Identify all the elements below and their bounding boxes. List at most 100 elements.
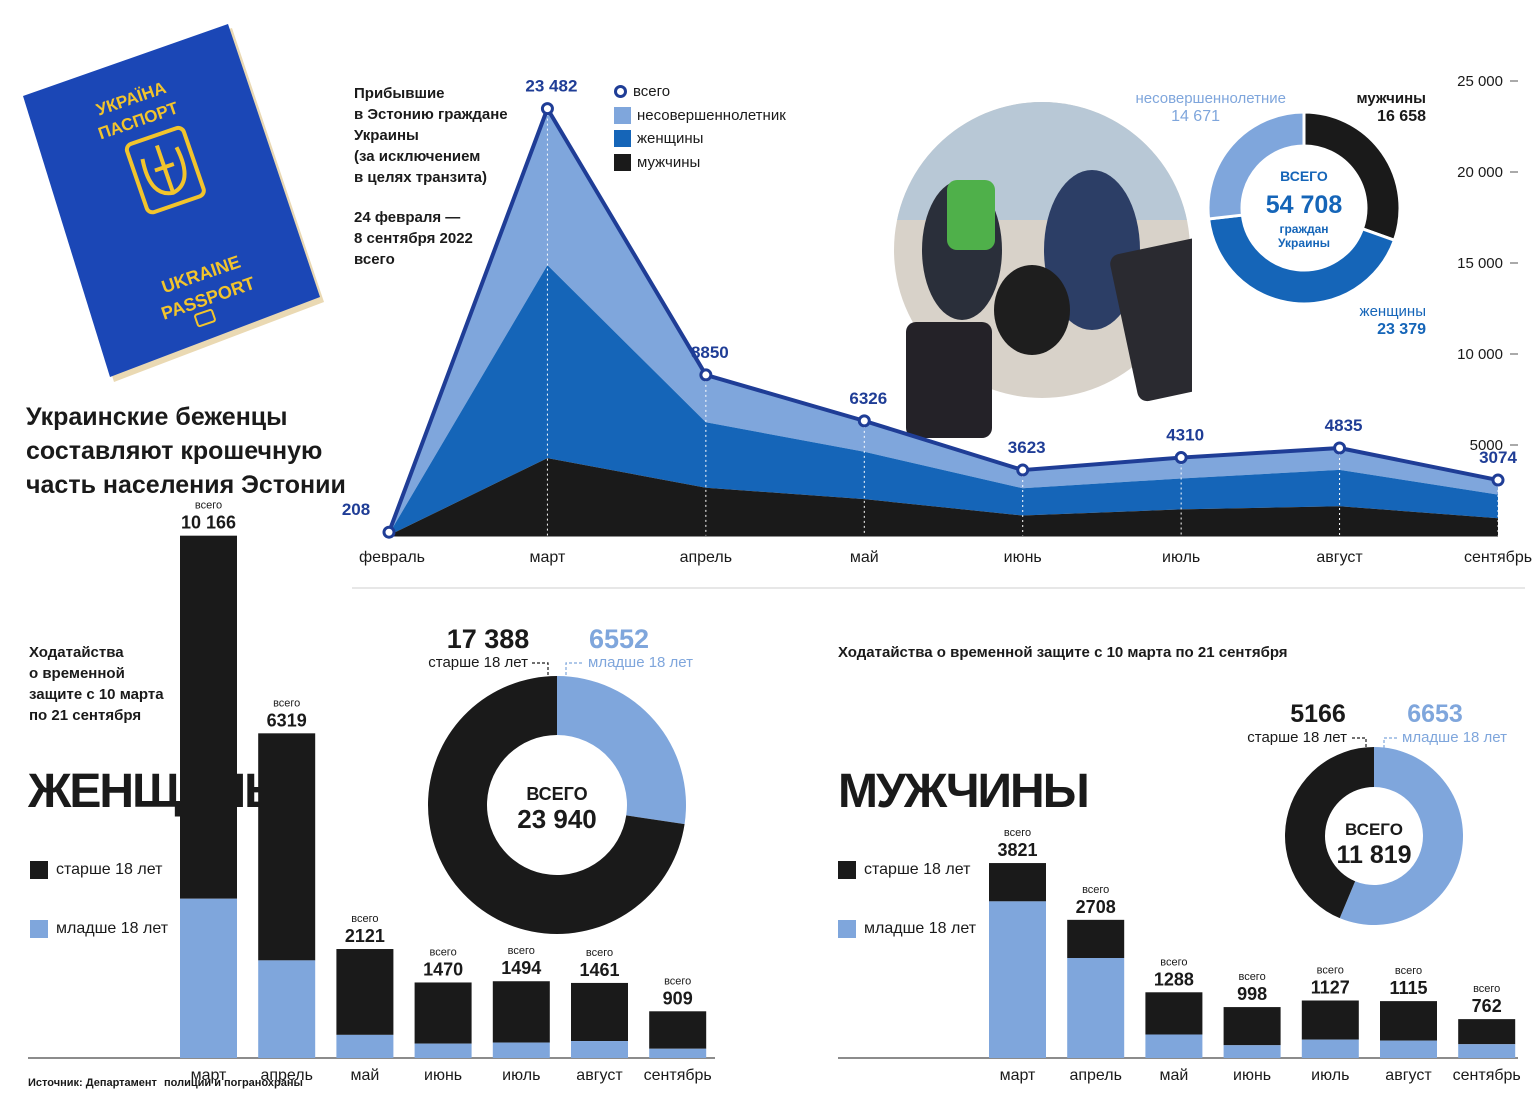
- women-legend-over: старше 18 лет: [30, 861, 162, 879]
- women-donut-slice-under18: [557, 676, 686, 825]
- period-note-line: всего: [354, 251, 395, 268]
- women-total-caption: всего: [586, 947, 613, 959]
- legend-women-label: женщины: [637, 130, 704, 147]
- headline-line-3: часть населения Эстонии: [26, 471, 346, 499]
- data-point: [1016, 463, 1030, 477]
- women-total-caption: всего: [664, 975, 691, 987]
- women-note: Ходатайства о временной защите с 10 март…: [29, 642, 164, 726]
- women-title: ЖЕНЩИНЫ: [27, 765, 291, 819]
- swatch-under: [30, 920, 48, 938]
- legend-minor: несовершеннолетник: [614, 107, 786, 124]
- men-donut-over-value: 5166: [1290, 700, 1346, 728]
- trident-icon: [124, 125, 206, 215]
- data-label: 6326: [849, 389, 887, 408]
- men-bar-under18: [1223, 1045, 1281, 1058]
- men-total-label: 1127: [1311, 978, 1350, 998]
- men-bar-over18: [989, 863, 1046, 902]
- series-area-minor: [389, 108, 1498, 535]
- refugees-photo: [894, 102, 1192, 438]
- men-bar-under18: [1145, 1034, 1203, 1058]
- men-donut-under-label: младше 18 лет: [1402, 729, 1507, 746]
- donut-value-women: 23 379: [1377, 321, 1426, 338]
- period-note-line: 8 сентября 2022: [354, 230, 473, 247]
- series-area-men: [389, 458, 1498, 536]
- x-tick-label: март: [530, 549, 566, 566]
- data-point: [1333, 441, 1347, 455]
- data-point: [1174, 451, 1188, 465]
- swatch-over: [30, 861, 48, 879]
- legend-men: мужчины: [614, 154, 700, 171]
- data-label: 3623: [1008, 438, 1046, 457]
- men-total-caption: всего: [1395, 965, 1422, 977]
- men-x-label: апрель: [1069, 1067, 1122, 1084]
- data-point: [699, 368, 713, 382]
- chip-icon: [194, 308, 216, 328]
- swatch-under: [838, 920, 856, 938]
- women-bar-under18: [258, 960, 316, 1058]
- data-label: 4310: [1166, 426, 1204, 445]
- legend-minor-label: несовершеннолетник: [637, 107, 786, 124]
- donut-label-men: мужчины: [1357, 90, 1427, 107]
- x-tick-label: сентябрь: [1464, 549, 1532, 566]
- men-legend-over-label: старше 18 лет: [864, 861, 971, 878]
- men-bar-over18: [1380, 1001, 1437, 1041]
- legend-total-label: всего: [633, 83, 671, 100]
- men-legend-under-label: младше 18 лет: [864, 920, 977, 937]
- passport-illustration: УКРАЇНА ПАСПОРТ UKRAINE PASSPORT: [23, 24, 324, 382]
- men-total-caption: всего: [1160, 956, 1187, 968]
- swatch-women: [614, 130, 631, 147]
- women-x-label: июль: [502, 1067, 540, 1084]
- arrivals-note-line: в целях транзита): [354, 169, 488, 186]
- y-tick-label: 10 000: [1457, 346, 1503, 363]
- period-note-line: 24 февраля —: [354, 209, 461, 226]
- data-point: [857, 414, 871, 428]
- men-donut-over-label: старше 18 лет: [1247, 729, 1347, 746]
- men-donut-slice-under18: [1339, 747, 1463, 925]
- donut-center-value: 54 708: [1266, 191, 1343, 219]
- y-tick-label: 20 000: [1457, 164, 1503, 181]
- arrivals-note-line: (за исключением: [354, 148, 481, 165]
- legend-total: всего: [614, 83, 670, 100]
- source-note: Источник: Департамент полиции и погранох…: [28, 1077, 303, 1089]
- women-bar-over18: [414, 982, 472, 1044]
- men-donut-center-value: 11 819: [1336, 841, 1411, 869]
- data-label: 208: [342, 500, 370, 519]
- women-donut-center-top: ВСЕГО: [526, 784, 587, 804]
- women-bar-over18: [336, 949, 394, 1035]
- y-tick-label: 15 000: [1457, 255, 1503, 272]
- women-x-label: март: [191, 1067, 227, 1084]
- men-legend-over: старше 18 лет: [838, 861, 970, 879]
- women-total-caption: всего: [273, 697, 300, 709]
- x-tick-label: июнь: [1004, 549, 1042, 566]
- y-tick-label: 25 000: [1457, 73, 1503, 90]
- headline-line-1: Украинские беженцы: [26, 403, 288, 431]
- source-label: Источник: Департамент: [28, 1077, 157, 1089]
- women-note-line: о временной: [29, 665, 125, 682]
- x-tick-label: июль: [1162, 549, 1200, 566]
- men-bar-under18: [1301, 1039, 1359, 1058]
- men-donut-center-top: ВСЕГО: [1345, 820, 1403, 839]
- men-x-label: март: [1000, 1067, 1036, 1084]
- women-donut-under-leader: [565, 662, 582, 676]
- arrivals-area-chart: 5000 10 000 15 000 20 000 25 000 208 февраль 23…: [342, 73, 1532, 566]
- men-donut-over-leader: [1352, 737, 1367, 750]
- period-note: 24 февраля — 8 сентября 2022 всего: [354, 207, 473, 270]
- women-total-caption: всего: [508, 945, 535, 957]
- men-bar-over18: [1301, 1000, 1359, 1040]
- women-total-label: 10 166: [181, 513, 236, 533]
- swatch-minor: [614, 107, 631, 124]
- women-donut-slice-over18: [428, 676, 685, 934]
- data-point: [1491, 473, 1505, 487]
- women-donut-over-value: 17 388: [447, 624, 530, 654]
- men-total-caption: всего: [1473, 983, 1500, 995]
- women-x-label: сентябрь: [644, 1067, 712, 1084]
- x-tick-label: август: [1316, 549, 1363, 566]
- women-x-label: апрель: [260, 1067, 313, 1084]
- men-bar-under18: [1067, 958, 1125, 1058]
- x-tick-label: февраль: [359, 549, 425, 566]
- donut-center-bottom: граждан: [1279, 222, 1328, 236]
- donut-label-women: женщины: [1360, 303, 1426, 320]
- women-bar-over18: [180, 535, 237, 899]
- data-label: 23 482: [525, 77, 577, 96]
- men-bar-under18: [1380, 1040, 1437, 1058]
